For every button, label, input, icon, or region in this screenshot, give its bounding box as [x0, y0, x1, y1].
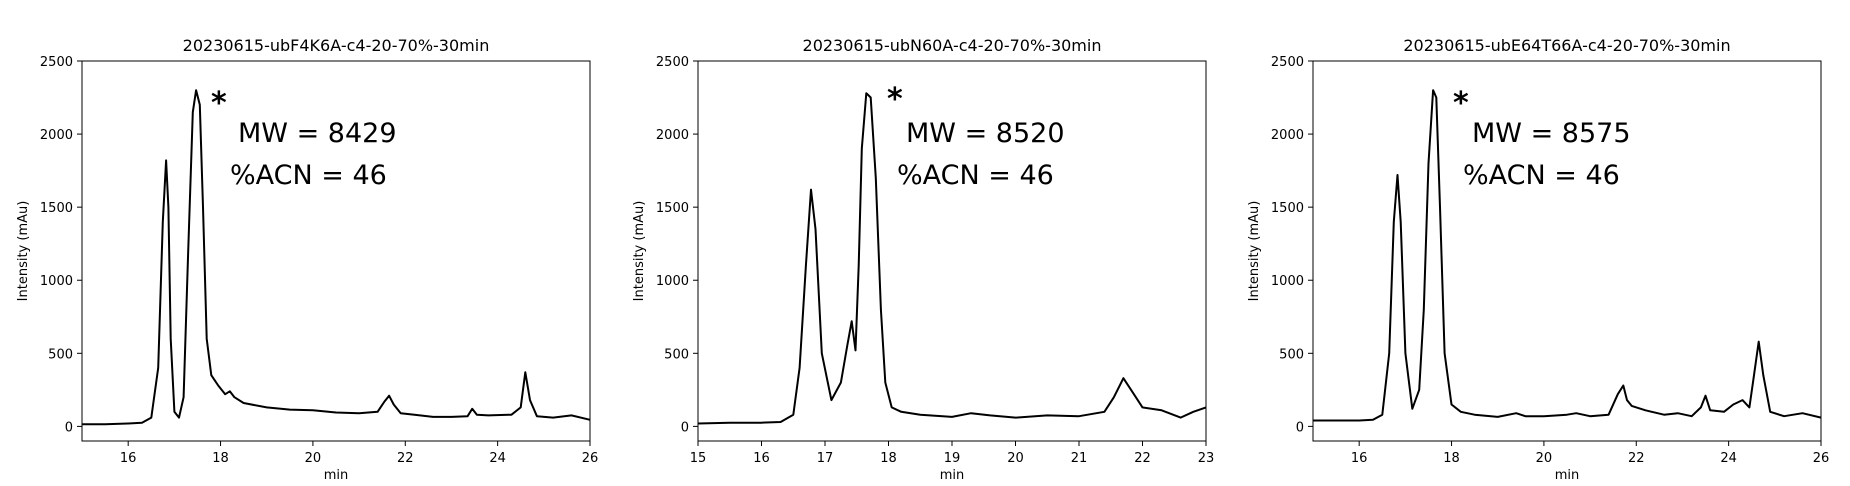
chart-title: 20230615-ubN60A-c4-20-70%-30min: [803, 36, 1102, 55]
x-tick-label: 16: [120, 451, 137, 466]
y-tick-label: 500: [1279, 347, 1304, 362]
x-tick-label: 16: [753, 451, 770, 466]
plot-frame: [81, 60, 591, 442]
x-axis-label: min: [1555, 468, 1580, 483]
x-tick-label: 20: [1007, 451, 1024, 466]
chart-title: 20230615-ubF4K6A-c4-20-70%-30min: [183, 36, 490, 55]
x-tick-label: 23: [1198, 451, 1215, 466]
y-tick-label: 500: [664, 347, 689, 362]
x-tick-label: 18: [1443, 451, 1460, 466]
x-tick-label: 18: [880, 451, 897, 466]
x-tick-label: 15: [690, 451, 707, 466]
peak-star-marker: *: [211, 86, 227, 121]
y-tick-label: 0: [65, 420, 73, 435]
y-tick-label: 2500: [1271, 55, 1304, 70]
x-tick-label: 24: [1720, 451, 1737, 466]
y-axis-label: Intensity (mAu): [632, 201, 647, 302]
series-line: [697, 92, 1207, 425]
mw-annotation: MW = 8575: [1472, 118, 1631, 149]
y-tick-label: 1000: [40, 274, 73, 289]
y-tick-label: 2000: [656, 128, 689, 143]
x-tick-label: 16: [1351, 451, 1368, 466]
acn-annotation: %ACN = 46: [1463, 160, 1620, 191]
acn-annotation: %ACN = 46: [897, 160, 1054, 191]
y-tick-label: 0: [1296, 420, 1304, 435]
y-tick-label: 1500: [1271, 201, 1304, 216]
y-tick-label: 1000: [1271, 274, 1304, 289]
x-tick-label: 26: [1813, 451, 1830, 466]
x-tick-label: 22: [1628, 451, 1645, 466]
x-tick-label: 26: [582, 451, 599, 466]
x-axis-label: min: [324, 468, 349, 483]
acn-annotation: %ACN = 46: [230, 160, 387, 191]
series-line: [1313, 89, 1822, 422]
x-tick-label: 22: [1134, 451, 1151, 466]
y-tick-label: 1000: [656, 274, 689, 289]
mw-annotation: MW = 8520: [906, 118, 1065, 149]
plot-frame: [1312, 60, 1822, 442]
chart-panel-1: 16 18 20 22 24 26 0 500 1000 1500 2000 2500 20230615…: [16, 36, 598, 483]
x-tick-label: 20: [1536, 451, 1553, 466]
y-tick-label: 2500: [40, 55, 73, 70]
y-tick-label: 0: [681, 420, 689, 435]
x-tick-label: 21: [1071, 451, 1088, 466]
y-tick-label: 500: [48, 347, 73, 362]
x-tick-label: 20: [305, 451, 322, 466]
y-axis-label: Intensity (mAu): [16, 201, 31, 302]
y-tick-label: 1500: [656, 201, 689, 216]
y-tick-label: 2000: [40, 128, 73, 143]
chart-panel-3: 16 18 20 22 24 26 0 500 1000 1500 2000 2500 20230615…: [1247, 36, 1829, 483]
x-tick-label: 22: [397, 451, 414, 466]
mw-annotation: MW = 8429: [238, 118, 397, 149]
x-axis-label: min: [940, 468, 965, 483]
series-line: [82, 89, 591, 426]
y-tick-label: 1500: [40, 201, 73, 216]
peak-star-marker: *: [887, 82, 903, 117]
x-tick-label: 18: [212, 451, 229, 466]
x-tick-label: 17: [817, 451, 834, 466]
x-tick-label: 24: [489, 451, 506, 466]
x-tick-label: 19: [944, 451, 961, 466]
chart-title: 20230615-ubE64T66A-c4-20-70%-30min: [1403, 36, 1730, 55]
y-axis-label: Intensity (mAu): [1247, 201, 1262, 302]
y-tick-label: 2000: [1271, 128, 1304, 143]
y-tick-label: 2500: [656, 55, 689, 70]
chart-panel-2: 15 16 17 18 19 20 21 22 23 0 500 1000 1500 2000 2500 20…: [632, 36, 1214, 483]
peak-star-marker: *: [1453, 86, 1469, 121]
